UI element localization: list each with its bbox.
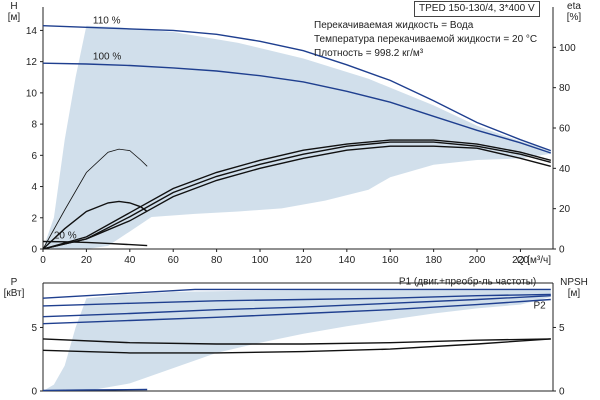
y-tick-label: 14 — [26, 26, 38, 37]
x-tick-label: 80 — [211, 255, 223, 266]
x-tick-label: 100 — [252, 255, 269, 266]
y-tick-label: 2 — [31, 213, 37, 224]
x-tick-label: 60 — [168, 255, 180, 266]
y-tick-label: 6 — [31, 151, 37, 162]
series-line — [42, 148, 148, 250]
x-tick-label: 20 — [81, 255, 93, 266]
series-label: 20 % — [54, 230, 77, 241]
y-tick-label: 12 — [26, 57, 38, 68]
fluid-info-line: Плотность = 998.2 кг/м³ — [314, 48, 424, 59]
annotation-label: P2 — [533, 301, 546, 312]
series-line — [42, 141, 551, 250]
operating-area — [43, 289, 551, 391]
y2-tick-label: 60 — [559, 124, 571, 135]
series-line — [42, 139, 551, 250]
series-line — [42, 145, 551, 250]
series-line — [42, 240, 148, 247]
x-tick-label: 0 — [40, 255, 46, 266]
x-tick-label: 140 — [338, 255, 355, 266]
y2-axis-label: [м] — [568, 288, 581, 299]
series-label: 110 % — [93, 16, 121, 27]
y2-tick-label: 80 — [559, 83, 571, 94]
x-tick-label: 200 — [469, 255, 486, 266]
fluid-info-line: Температура перекачиваемой жидкости = 20… — [314, 34, 538, 45]
y-tick-label: 5 — [31, 323, 37, 334]
y-tick-label: 8 — [31, 120, 37, 131]
y-tick-label: 4 — [31, 182, 37, 193]
y2-tick-label: 0 — [559, 245, 565, 256]
x-tick-label: 180 — [425, 255, 442, 266]
y-axis-label: H — [10, 1, 17, 12]
series-line — [42, 200, 148, 250]
y2-axis-label: eta — [567, 1, 581, 12]
annotation-label: P1 (двиг.+преобр-ль частоты) — [399, 276, 536, 288]
series-line — [42, 288, 551, 299]
series-line — [42, 293, 551, 307]
fluid-info: Перекачиваемая жидкость = Вода Температу… — [314, 19, 537, 61]
y2-tick-label: 0 — [559, 387, 565, 398]
series-line — [42, 298, 551, 325]
y2-tick-label: 5 — [559, 323, 565, 334]
y-tick-label: 10 — [26, 88, 38, 99]
operating-area — [43, 25, 551, 250]
series-line — [42, 338, 551, 354]
y-tick-label: 0 — [31, 387, 37, 398]
x-tick-label: 40 — [124, 255, 136, 266]
y2-tick-label: 40 — [559, 164, 571, 175]
y2-tick-label: 20 — [559, 204, 571, 215]
series-line — [42, 295, 551, 318]
y-tick-label: 0 — [31, 245, 37, 256]
series-line — [42, 62, 552, 154]
power-plot: 0 5 0 5 P[кВт] NPSH[м] P1 (двиг.+преобр-ль час… — [4, 276, 588, 398]
series-line — [42, 25, 552, 152]
series-line — [42, 338, 551, 345]
y-axis-label: [м] — [8, 12, 21, 23]
pump-title: TPED 150-130/4, 3*400 V — [414, 1, 540, 17]
y-axis-label: P — [11, 277, 18, 288]
x-tick-label: 120 — [295, 255, 312, 266]
fluid-info-line: Перекачиваемая жидкость = Вода — [314, 20, 474, 31]
y2-axis-label: [%] — [567, 12, 582, 23]
series-label: 100 % — [93, 52, 121, 63]
x-tick-label: 160 — [382, 255, 399, 266]
y2-axis-label: NPSH — [560, 277, 588, 288]
x-axis-label: Q [м³/ч] — [517, 255, 552, 266]
y2-tick-label: 100 — [559, 43, 576, 54]
x-tick-label: 220 — [512, 255, 529, 266]
y-axis-label: [кВт] — [4, 288, 25, 299]
series-line — [42, 388, 148, 392]
